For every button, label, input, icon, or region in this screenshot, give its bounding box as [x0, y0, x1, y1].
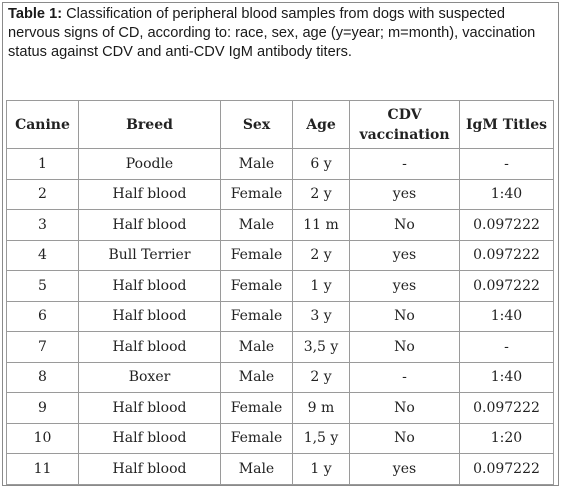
- cell-igm-titles: 1:20: [459, 422, 554, 454]
- data-table: Canine Breed Sex Age CDV vaccination IgM…: [6, 100, 554, 485]
- cell-age: 3,5 y: [292, 331, 350, 363]
- cell-igm-titles: 1:40: [459, 361, 554, 393]
- cell-canine: 5: [6, 270, 79, 302]
- caption-text: Classification of peripheral blood sampl…: [8, 6, 536, 60]
- cell-breed: Half blood: [78, 270, 221, 302]
- cell-canine: 6: [6, 300, 79, 332]
- cell-cdv-vaccination: yes: [349, 270, 460, 302]
- cell-breed: Half blood: [78, 331, 221, 363]
- cell-breed: Half blood: [78, 453, 221, 485]
- cell-sex: Female: [220, 178, 293, 210]
- cell-sex: Male: [220, 331, 293, 363]
- cell-igm-titles: 1:40: [459, 178, 554, 210]
- cell-sex: Male: [220, 209, 293, 241]
- cell-canine: 4: [6, 239, 79, 271]
- cell-igm-titles: -: [459, 148, 554, 180]
- cell-breed: Poodle: [78, 148, 221, 180]
- table-row: 9 Half blood Female 9 m No 0.097222: [6, 392, 554, 424]
- header-breed: Breed: [78, 100, 221, 149]
- table-row: 7 Half blood Male 3,5 y No -: [6, 331, 554, 363]
- cell-age: 9 m: [292, 392, 350, 424]
- cell-age: 2 y: [292, 361, 350, 393]
- header-canine: Canine: [6, 100, 79, 149]
- header-sex: Sex: [220, 100, 293, 149]
- cell-sex: Male: [220, 453, 293, 485]
- table-row: 4 Bull Terrier Female 2 y yes 0.097222: [6, 239, 554, 271]
- cell-canine: 7: [6, 331, 79, 363]
- cell-canine: 2: [6, 178, 79, 210]
- cell-breed: Half blood: [78, 209, 221, 241]
- cell-cdv-vaccination: yes: [349, 453, 460, 485]
- table-row: 11 Half blood Male 1 y yes 0.097222: [6, 453, 554, 485]
- cell-age: 11 m: [292, 209, 350, 241]
- cell-cdv-vaccination: No: [349, 422, 460, 454]
- header-row: Canine Breed Sex Age CDV vaccination IgM…: [6, 100, 554, 149]
- cell-canine: 11: [6, 453, 79, 485]
- table-row: 8 Boxer Male 2 y -1:40: [6, 361, 554, 393]
- table-row: 6 Half blood Female 3 y No 1:40: [6, 300, 554, 332]
- cell-sex: Male: [220, 361, 293, 393]
- cell-sex: Female: [220, 270, 293, 302]
- cell-sex: Female: [220, 300, 293, 332]
- cell-igm-titles: 0.097222: [459, 392, 554, 424]
- table-row: 1 Poodle Male 6 y--: [6, 148, 554, 180]
- cell-age: 2 y: [292, 178, 350, 210]
- table-row: 5 Half blood Female 1 y yes 0.097222: [6, 270, 554, 302]
- cell-igm-titles: 0.097222: [459, 270, 554, 302]
- cell-cdv-vaccination: -: [349, 361, 460, 393]
- header-igm-titles: IgM Titles: [459, 100, 554, 149]
- cell-canine: 1: [6, 148, 79, 180]
- cell-age: 6 y: [292, 148, 350, 180]
- cell-canine: 8: [6, 361, 79, 393]
- cell-age: 1 y: [292, 453, 350, 485]
- header-cdv-vaccination: CDV vaccination: [349, 100, 460, 149]
- table-row: 3 Half blood Male 11 m No 0.097222: [6, 209, 554, 241]
- cell-cdv-vaccination: No: [349, 209, 460, 241]
- cell-cdv-vaccination: -: [349, 148, 460, 180]
- cell-canine: 3: [6, 209, 79, 241]
- table-caption: Table 1: Classification of peripheral bl…: [8, 5, 553, 62]
- header-age: Age: [292, 100, 350, 149]
- cell-sex: Male: [220, 148, 293, 180]
- cell-canine: 10: [6, 422, 79, 454]
- cell-breed: Bull Terrier: [78, 239, 221, 271]
- cell-age: 2 y: [292, 239, 350, 271]
- cell-age: 3 y: [292, 300, 350, 332]
- cell-cdv-vaccination: No: [349, 331, 460, 363]
- cell-canine: 9: [6, 392, 79, 424]
- cell-igm-titles: 0.097222: [459, 239, 554, 271]
- cell-sex: Female: [220, 422, 293, 454]
- cell-age: 1,5 y: [292, 422, 350, 454]
- cell-igm-titles: 0.097222: [459, 209, 554, 241]
- cell-cdv-vaccination: yes: [349, 178, 460, 210]
- cell-breed: Half blood: [78, 300, 221, 332]
- cell-breed: Half blood: [78, 422, 221, 454]
- caption-label: Table 1:: [8, 6, 63, 22]
- cell-cdv-vaccination: No: [349, 300, 460, 332]
- cell-sex: Female: [220, 392, 293, 424]
- cell-breed: Half blood: [78, 178, 221, 210]
- cell-igm-titles: 0.097222: [459, 453, 554, 485]
- cell-age: 1 y: [292, 270, 350, 302]
- table-row: 10 Half blood Female 1,5 y No 1:20: [6, 422, 554, 454]
- cell-cdv-vaccination: No: [349, 392, 460, 424]
- table-row: 2 Half blood Female 2 y yes 1:40: [6, 178, 554, 210]
- cell-breed: Boxer: [78, 361, 221, 393]
- cell-igm-titles: -: [459, 331, 554, 363]
- cell-breed: Half blood: [78, 392, 221, 424]
- cell-sex: Female: [220, 239, 293, 271]
- cell-igm-titles: 1:40: [459, 300, 554, 332]
- cell-cdv-vaccination: yes: [349, 239, 460, 271]
